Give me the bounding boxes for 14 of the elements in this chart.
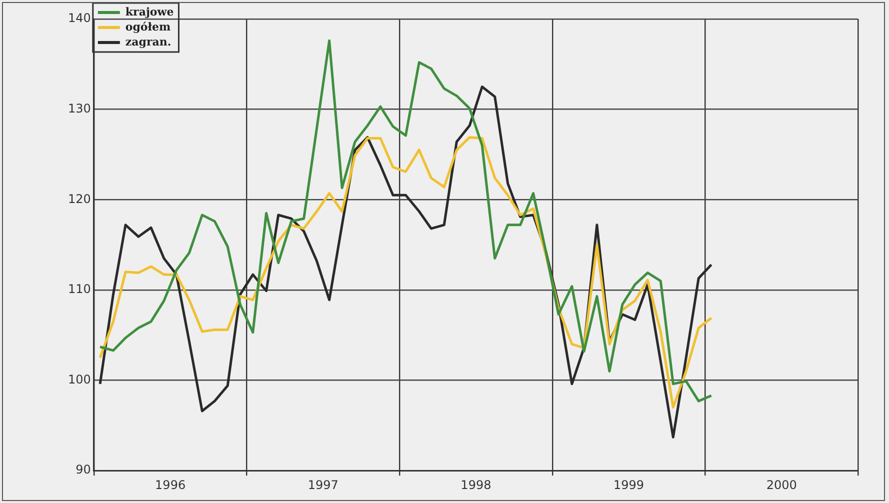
y-tick-label: 140 [68, 11, 91, 26]
y-tick-label: 120 [68, 192, 91, 206]
y-tick-label: 100 [68, 372, 91, 386]
x-tick-label: 1999 [614, 478, 644, 492]
y-tick-label: 90 [76, 462, 91, 477]
x-tick-label: 2000 [766, 478, 797, 492]
y-tick-label: 110 [68, 282, 91, 296]
y-tick-label: 130 [68, 101, 91, 116]
x-tick-label: 1997 [308, 478, 338, 492]
x-tick-label: 1998 [460, 478, 492, 492]
legend-label: ogółem [125, 20, 171, 34]
x-tick-label: 1996 [155, 478, 186, 492]
legend-label: zagran. [125, 35, 172, 48]
legend-label: krajowe [125, 5, 174, 18]
